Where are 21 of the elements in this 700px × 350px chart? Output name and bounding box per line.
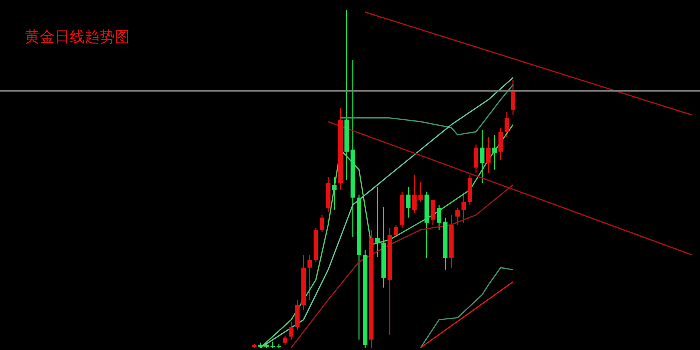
candlestick (498, 127, 504, 161)
candlestick (295, 300, 300, 331)
candlestick (456, 208, 460, 226)
text: 黄金日线趋势图 (25, 28, 130, 46)
candlestick (504, 112, 510, 138)
candlestick (332, 176, 337, 211)
candlestick (474, 144, 479, 174)
candlestick (375, 186, 380, 258)
candlestick (308, 254, 312, 301)
candlestick (283, 335, 288, 346)
candlestick (468, 174, 472, 206)
candlestick (511, 79, 516, 116)
candlestick (320, 214, 325, 233)
candlestick (480, 129, 485, 184)
candlestick (394, 224, 398, 238)
candlestick (486, 136, 491, 174)
candlestick (492, 134, 498, 170)
candlestick (406, 186, 411, 218)
candlestick (289, 321, 294, 340)
candlestick (462, 192, 466, 224)
candlestick (430, 199, 436, 226)
